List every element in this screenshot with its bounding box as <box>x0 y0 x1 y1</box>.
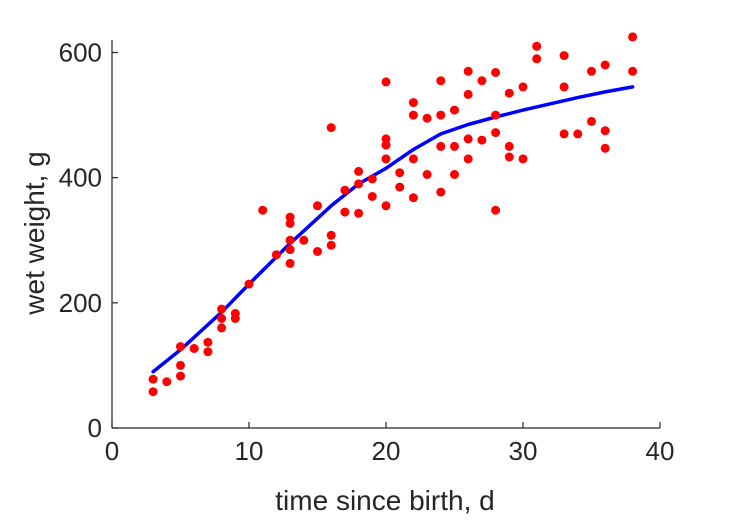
data-point <box>600 126 610 136</box>
data-point <box>395 168 405 178</box>
data-point <box>244 279 254 289</box>
data-point <box>203 337 213 347</box>
data-point <box>504 141 514 151</box>
data-point <box>367 174 377 184</box>
data-point <box>422 170 432 179</box>
data-point <box>326 240 336 250</box>
y-tick-label: 200 <box>59 288 102 318</box>
y-tick-label: 0 <box>88 413 102 443</box>
y-tick-label: 400 <box>59 163 102 193</box>
data-point <box>450 141 459 151</box>
data-point <box>217 323 227 333</box>
data-point <box>532 41 542 51</box>
data-point <box>381 134 391 144</box>
data-point <box>354 208 364 218</box>
x-tick-label: 30 <box>509 436 538 466</box>
data-point <box>518 82 528 92</box>
data-point <box>230 314 240 323</box>
data-point <box>326 230 336 240</box>
x-axis-label: time since birth, d <box>275 485 494 516</box>
data-point <box>600 143 610 153</box>
data-points <box>148 32 638 397</box>
data-point <box>176 371 185 381</box>
data-point <box>463 154 473 164</box>
data-point <box>477 135 487 145</box>
data-point <box>422 113 432 123</box>
data-point <box>408 193 418 203</box>
data-point <box>463 66 473 76</box>
data-point <box>285 212 295 222</box>
data-point <box>189 344 199 353</box>
data-point <box>408 98 418 108</box>
data-point <box>628 32 638 42</box>
data-point <box>299 235 309 245</box>
data-point <box>587 116 596 126</box>
data-point <box>587 66 596 76</box>
y-tick-label: 600 <box>59 38 102 68</box>
data-point <box>313 201 322 211</box>
data-point <box>450 170 459 179</box>
data-point <box>395 182 405 192</box>
data-point <box>559 129 569 139</box>
data-point <box>271 250 281 260</box>
data-point <box>258 205 268 215</box>
data-point <box>285 245 295 255</box>
data-point <box>313 247 322 256</box>
data-point <box>491 205 501 215</box>
fit-line <box>151 85 635 374</box>
x-tick-label: 10 <box>235 436 264 466</box>
data-point <box>491 68 501 77</box>
data-point <box>436 187 446 197</box>
fit-line-group <box>151 85 635 374</box>
data-point <box>628 66 638 76</box>
data-point <box>573 129 583 139</box>
data-point <box>436 110 446 120</box>
data-point <box>148 374 158 384</box>
data-point <box>408 154 418 164</box>
data-point <box>217 314 227 323</box>
data-point <box>217 304 227 314</box>
data-point <box>354 179 364 189</box>
data-point <box>504 152 514 162</box>
data-point <box>559 51 569 61</box>
axes <box>111 40 661 429</box>
data-point <box>148 387 158 397</box>
data-point <box>518 154 528 164</box>
data-point <box>285 235 295 245</box>
data-point <box>381 77 391 87</box>
data-point <box>340 185 350 195</box>
data-point <box>367 192 377 201</box>
data-point <box>491 128 501 138</box>
data-point <box>340 207 350 217</box>
data-point <box>463 134 473 144</box>
data-point <box>532 54 542 64</box>
data-point <box>436 141 446 151</box>
data-point <box>326 123 336 133</box>
data-point <box>504 88 514 98</box>
data-point <box>436 76 446 86</box>
data-point <box>463 89 473 99</box>
x-tick-label: 40 <box>646 436 675 466</box>
data-point <box>491 110 501 120</box>
data-point <box>285 218 295 228</box>
data-point <box>450 105 459 115</box>
data-point <box>203 347 213 357</box>
x-tick-label: 20 <box>372 436 401 466</box>
data-point <box>559 82 569 92</box>
data-point <box>162 377 172 387</box>
y-axis-label: wet weight, g <box>19 151 50 315</box>
data-point <box>600 60 610 70</box>
x-tick-label: 0 <box>105 436 119 466</box>
data-point <box>381 140 391 150</box>
data-point <box>381 201 391 211</box>
data-point <box>176 342 185 352</box>
data-point <box>285 258 295 268</box>
data-point <box>354 166 364 176</box>
data-point <box>381 154 391 164</box>
data-point <box>408 110 418 120</box>
data-point <box>176 360 185 370</box>
data-point <box>477 76 487 86</box>
